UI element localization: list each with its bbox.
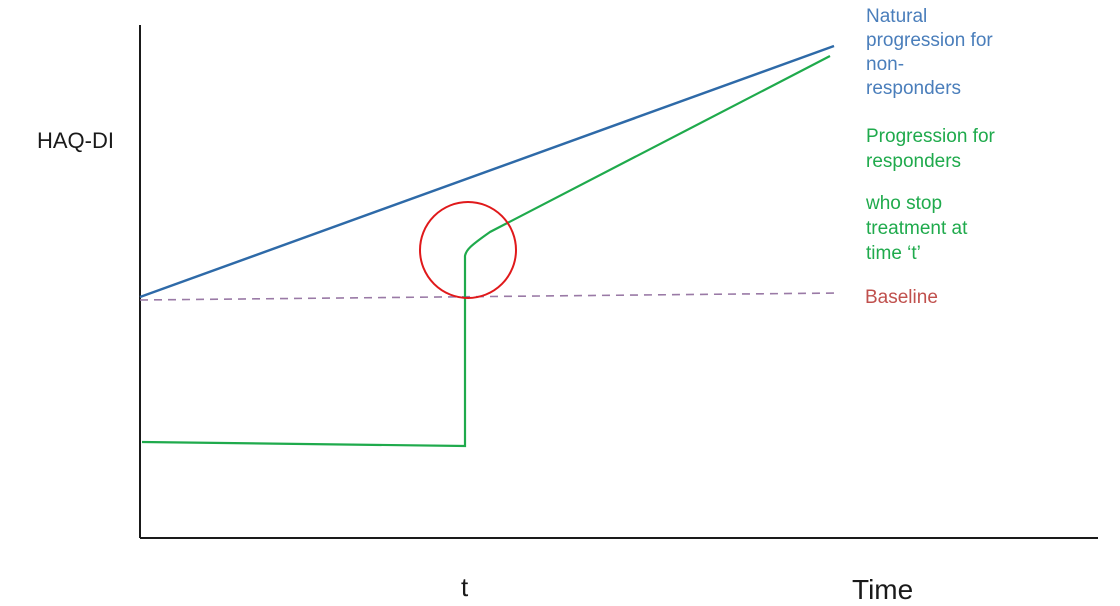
responders-legend-line-1: Progression for <box>866 126 995 147</box>
natural-progression-line <box>139 44 835 299</box>
baseline-line <box>139 292 841 301</box>
x-axis-label: Time <box>852 574 914 605</box>
x-tick-label-t: t <box>461 572 469 602</box>
natural-legend-line-2: progression for <box>866 30 993 51</box>
natural-legend-line-3: non- <box>866 54 905 75</box>
responder-progression-line <box>141 55 831 448</box>
natural-legend-line-1: Natural <box>866 6 928 27</box>
responders-legend-line-5: time ‘t’ <box>866 243 921 264</box>
responders-legend-line-4: treatment at <box>866 218 968 239</box>
y-axis-label: HAQ-DI <box>37 128 114 153</box>
responders-legend-line-2: responders <box>866 151 962 172</box>
responders-legend-line-3: who stop <box>866 193 943 214</box>
natural-legend-line-4: responders <box>866 78 962 99</box>
baseline-legend-label: Baseline <box>865 287 938 308</box>
stop-treatment-highlight-circle <box>419 201 517 299</box>
